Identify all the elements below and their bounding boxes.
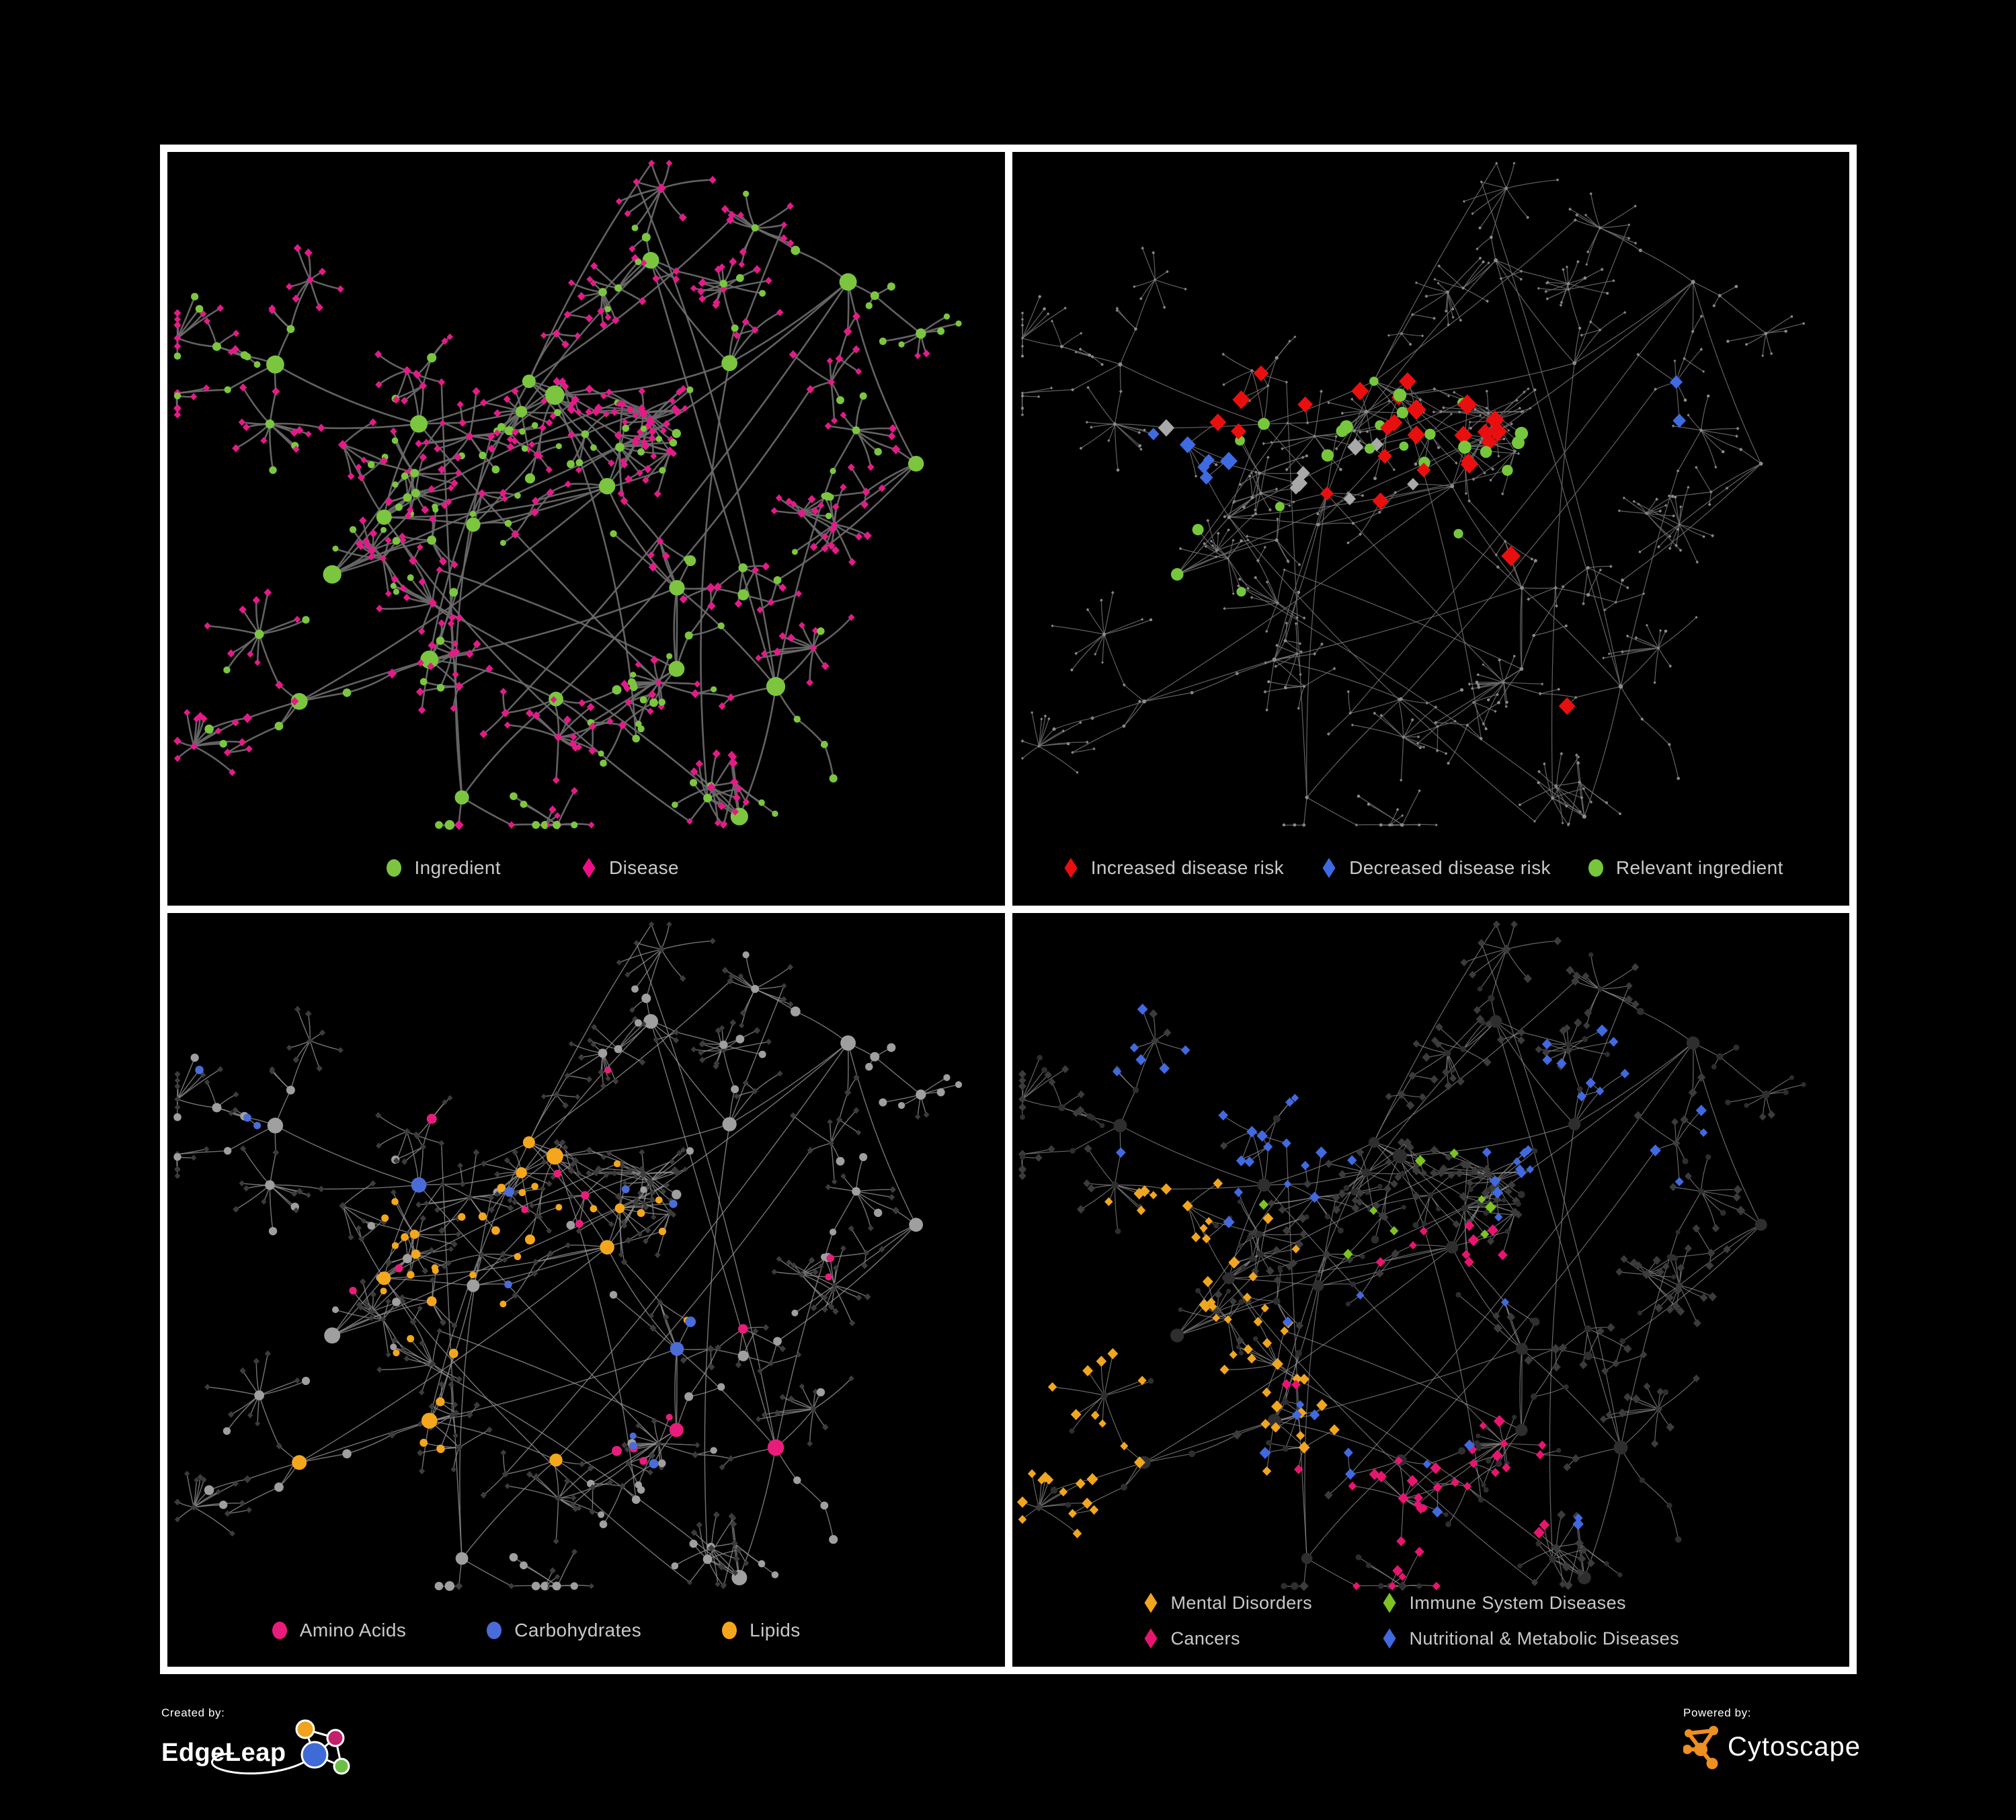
highlight-layer [1147, 365, 1686, 715]
legend-marker-circle [272, 1622, 287, 1639]
node-layer [173, 921, 963, 1591]
legend-disease-categories: Mental Disorders Immune System Diseases Ca… [1012, 1592, 1850, 1649]
node-layer [1020, 161, 1805, 828]
highlight-layer [1016, 1003, 1707, 1591]
panel-ingredient-disease: Ingredient Disease [167, 152, 1005, 906]
edge-layer [1021, 163, 1804, 826]
legend-marker-diamond [1144, 1628, 1157, 1649]
edgeleap-credit: Created by: EdgeLeap [161, 1706, 354, 1782]
edge-layer [175, 163, 959, 827]
legend-marker-diamond [1383, 1593, 1396, 1613]
legend-item-disease: Disease [580, 857, 679, 879]
legend-item-amino-acids: Amino Acids [271, 1620, 406, 1641]
legend-item-ingredient: Ingredient [385, 857, 501, 879]
legend-label: Mental Disorders [1170, 1592, 1312, 1613]
panels-frame: Ingredient Disease Increased disease risk… [160, 145, 1857, 1674]
legend-marker-diamond [1322, 858, 1336, 878]
legend-label: Ingredient [414, 857, 501, 878]
created-by-label: Created by: [161, 1706, 225, 1719]
legend-label: Disease [609, 857, 679, 878]
powered-by-label: Powered by: [1683, 1706, 1752, 1719]
legend-marker-circle [387, 859, 402, 877]
edgeleap-wordmark: EdgeLeap [161, 1739, 286, 1767]
legend-label: Relevant ingredient [1615, 857, 1783, 878]
legend-item-lipids: Lipids [721, 1620, 801, 1641]
edgeleap-node-blue [300, 1741, 329, 1769]
legend-marker-circle [1588, 859, 1603, 877]
legend-label: Lipids [750, 1620, 801, 1640]
edgeleap-node-green [333, 1757, 350, 1775]
legend-item-immune-system-diseases: Immune System Diseases [1381, 1592, 1679, 1614]
network-graph-disease-categories [1016, 920, 1806, 1591]
panel-disease-risk: Increased disease risk Decreased disease … [1012, 152, 1849, 906]
legend-ingredient-disease: Ingredient Disease [167, 857, 951, 879]
legend-label: Increased disease risk [1090, 857, 1285, 878]
legend-item-relevant-ingredient: Relevant ingredient [1587, 857, 1783, 879]
legend-item-nutritional-metabolic-diseases: Nutritional & Metabolic Diseases [1381, 1628, 1679, 1649]
legend-item-mental-disorders: Mental Disorders [1142, 1592, 1381, 1614]
legend-label: Decreased disease risk [1349, 857, 1551, 878]
network-graph-disease-risk [1020, 161, 1805, 828]
legend-marker-diamond [1383, 1628, 1396, 1649]
legend-label: Nutritional & Metabolic Diseases [1409, 1628, 1679, 1649]
cytoscape-logo-icon [1683, 1726, 1718, 1770]
edge-layer [176, 924, 959, 1587]
highlight-layer [195, 1066, 835, 1470]
panel-nutrient-classes: Amino Acids Carbohydrates Lipids [167, 913, 1005, 1667]
network-graph-ingredient-disease [173, 159, 962, 830]
node-layer [173, 159, 962, 830]
edgeleap-node-pink [326, 1729, 345, 1747]
network-graph-nutrient-classes [173, 921, 963, 1591]
legend-label: Cancers [1170, 1628, 1240, 1649]
cytoscape-wordmark: Cytoscape [1728, 1732, 1861, 1762]
legend-marker-circle [487, 1622, 502, 1639]
edgeleap-node-orange [295, 1719, 315, 1739]
cytoscape-credit: Powered by: Cytoscape [1683, 1706, 1861, 1770]
legend-marker-circle [722, 1622, 737, 1639]
legend-marker-diamond [1144, 1593, 1157, 1613]
legend-marker-diamond [582, 858, 596, 878]
edge-layer [1021, 924, 1804, 1587]
legend-disease-risk: Increased disease risk Decreased disease … [1012, 857, 1842, 879]
legend-label: Carbohydrates [514, 1620, 642, 1640]
legend-item-carbohydrates: Carbohydrates [485, 1620, 641, 1641]
legend-nutrient-classes: Amino Acids Carbohydrates Lipids [167, 1620, 955, 1641]
legend-label: Amino Acids [299, 1620, 407, 1640]
legend-item-cancers: Cancers [1142, 1628, 1381, 1649]
legend-item-decreased-disease-risk: Decreased disease risk [1320, 857, 1551, 879]
legend-item-increased-disease-risk: Increased disease risk [1062, 857, 1284, 879]
panel-disease-categories: Mental Disorders Immune System Diseases Ca… [1012, 913, 1850, 1667]
edgeleap-logo-icon [210, 1719, 350, 1775]
legend-label: Immune System Diseases [1409, 1592, 1626, 1613]
legend-marker-diamond [1064, 858, 1078, 878]
